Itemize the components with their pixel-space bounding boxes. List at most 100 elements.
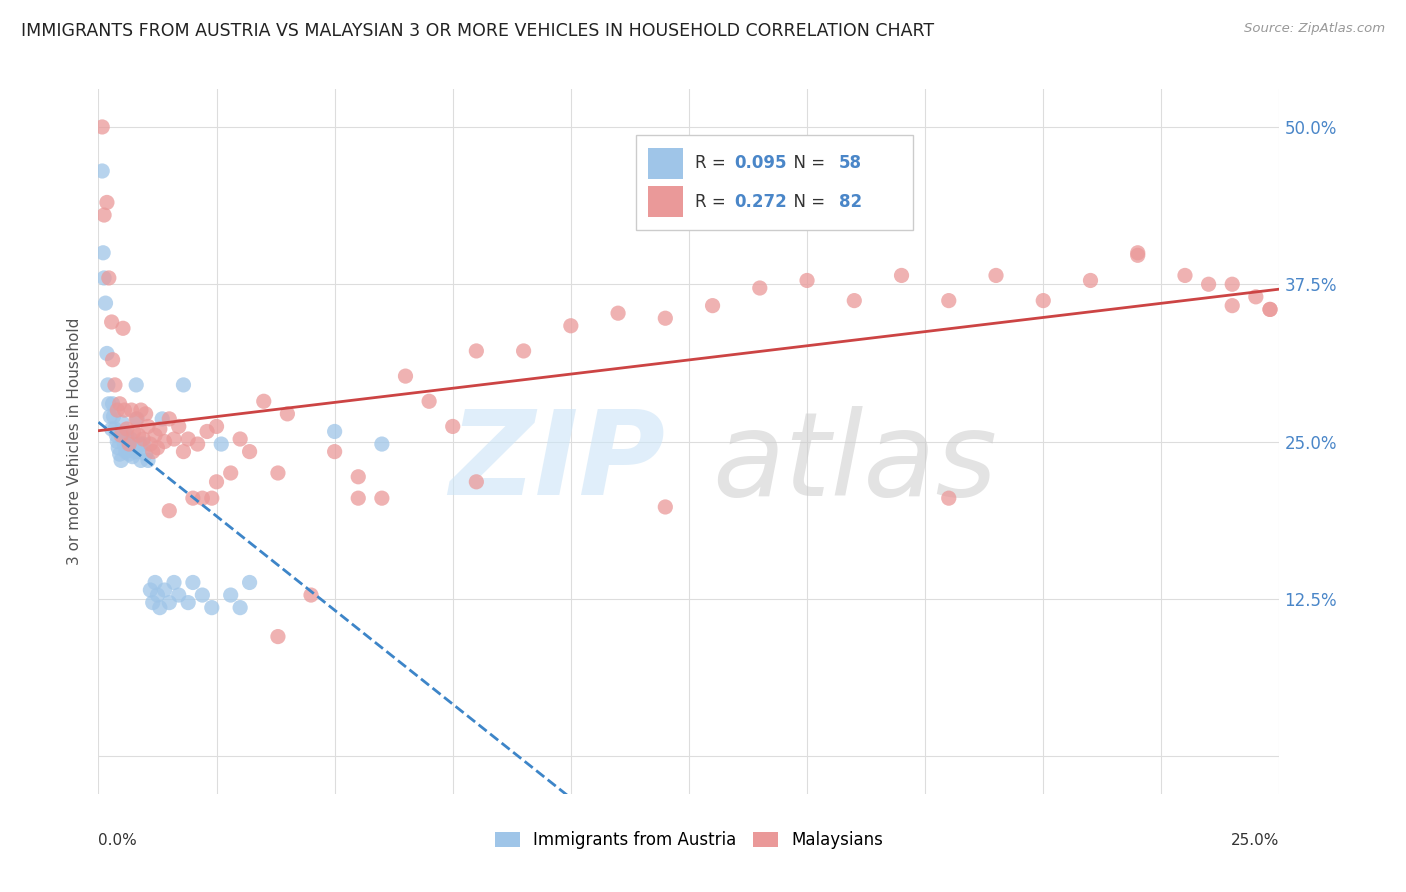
Point <box>129 403 152 417</box>
Point <box>205 475 228 489</box>
FancyBboxPatch shape <box>636 135 914 230</box>
Point <box>984 268 1007 283</box>
Y-axis label: 3 or more Vehicles in Household: 3 or more Vehicles in Household <box>67 318 83 566</box>
Point <box>120 432 142 446</box>
Point <box>276 407 298 421</box>
Point <box>796 273 818 287</box>
Point <box>177 596 200 610</box>
Point <box>157 412 180 426</box>
Point <box>267 466 290 480</box>
Point <box>1220 277 1243 292</box>
Point <box>347 469 370 483</box>
Point <box>209 437 232 451</box>
Point <box>149 422 172 436</box>
Point <box>149 600 172 615</box>
Point <box>167 588 190 602</box>
Point <box>938 293 960 308</box>
Text: 0.272: 0.272 <box>734 193 786 211</box>
Point <box>150 412 173 426</box>
Point <box>654 500 676 514</box>
Point <box>205 419 228 434</box>
Point <box>117 437 139 451</box>
Point <box>1220 299 1243 313</box>
Point <box>101 352 124 367</box>
Text: R =: R = <box>695 154 731 172</box>
Point <box>172 378 194 392</box>
Point <box>219 588 242 602</box>
Text: 82: 82 <box>839 193 862 211</box>
Point <box>112 403 135 417</box>
Point <box>143 575 166 590</box>
Point <box>94 296 117 310</box>
Point <box>1258 302 1281 317</box>
Point <box>132 432 155 446</box>
Point <box>118 447 141 461</box>
Point <box>142 444 165 458</box>
Point <box>229 432 252 446</box>
Point <box>112 437 135 451</box>
Point <box>201 491 224 505</box>
Text: 58: 58 <box>839 154 862 172</box>
Point <box>91 245 114 260</box>
Point <box>105 434 128 449</box>
Point <box>1032 293 1054 308</box>
FancyBboxPatch shape <box>648 148 683 179</box>
Point <box>177 432 200 446</box>
Text: 0.0%: 0.0% <box>98 832 138 847</box>
Point <box>890 268 912 283</box>
Point <box>110 453 132 467</box>
Point <box>167 419 190 434</box>
Point <box>702 299 724 313</box>
Point <box>201 600 224 615</box>
Point <box>1244 290 1267 304</box>
Point <box>104 378 127 392</box>
Point <box>139 437 162 451</box>
Point <box>253 394 276 409</box>
Point <box>844 293 866 308</box>
Point <box>122 437 145 451</box>
Point <box>607 306 630 320</box>
Point <box>97 378 120 392</box>
Text: N =: N = <box>783 154 831 172</box>
Point <box>108 447 131 461</box>
Legend: Immigrants from Austria, Malaysians: Immigrants from Austria, Malaysians <box>495 831 883 849</box>
Point <box>110 428 132 442</box>
Point <box>187 437 209 451</box>
Point <box>129 437 152 451</box>
Point <box>129 453 152 467</box>
Point <box>105 428 128 442</box>
Text: 0.095: 0.095 <box>734 154 786 172</box>
Point <box>136 453 159 467</box>
Point <box>748 281 770 295</box>
FancyBboxPatch shape <box>648 186 683 218</box>
Point <box>107 441 129 455</box>
Point <box>172 444 194 458</box>
Point <box>181 491 204 505</box>
Point <box>128 428 150 442</box>
Point <box>103 409 125 424</box>
Point <box>938 491 960 505</box>
Point <box>153 582 176 597</box>
Point <box>132 437 155 451</box>
Point <box>1258 302 1281 317</box>
Point <box>91 120 114 134</box>
Point <box>91 164 114 178</box>
Point <box>157 596 180 610</box>
Point <box>93 208 115 222</box>
Point <box>136 419 159 434</box>
Point <box>124 444 146 458</box>
Point <box>143 428 166 442</box>
Point <box>323 425 346 439</box>
Point <box>465 475 488 489</box>
Point <box>97 397 120 411</box>
Point <box>139 582 162 597</box>
Point <box>127 412 149 426</box>
Point <box>195 425 218 439</box>
Point <box>267 630 290 644</box>
Point <box>115 428 138 442</box>
Point <box>299 588 322 602</box>
Point <box>239 444 262 458</box>
Point <box>125 378 148 392</box>
Point <box>100 422 122 436</box>
Text: atlas: atlas <box>713 406 998 520</box>
